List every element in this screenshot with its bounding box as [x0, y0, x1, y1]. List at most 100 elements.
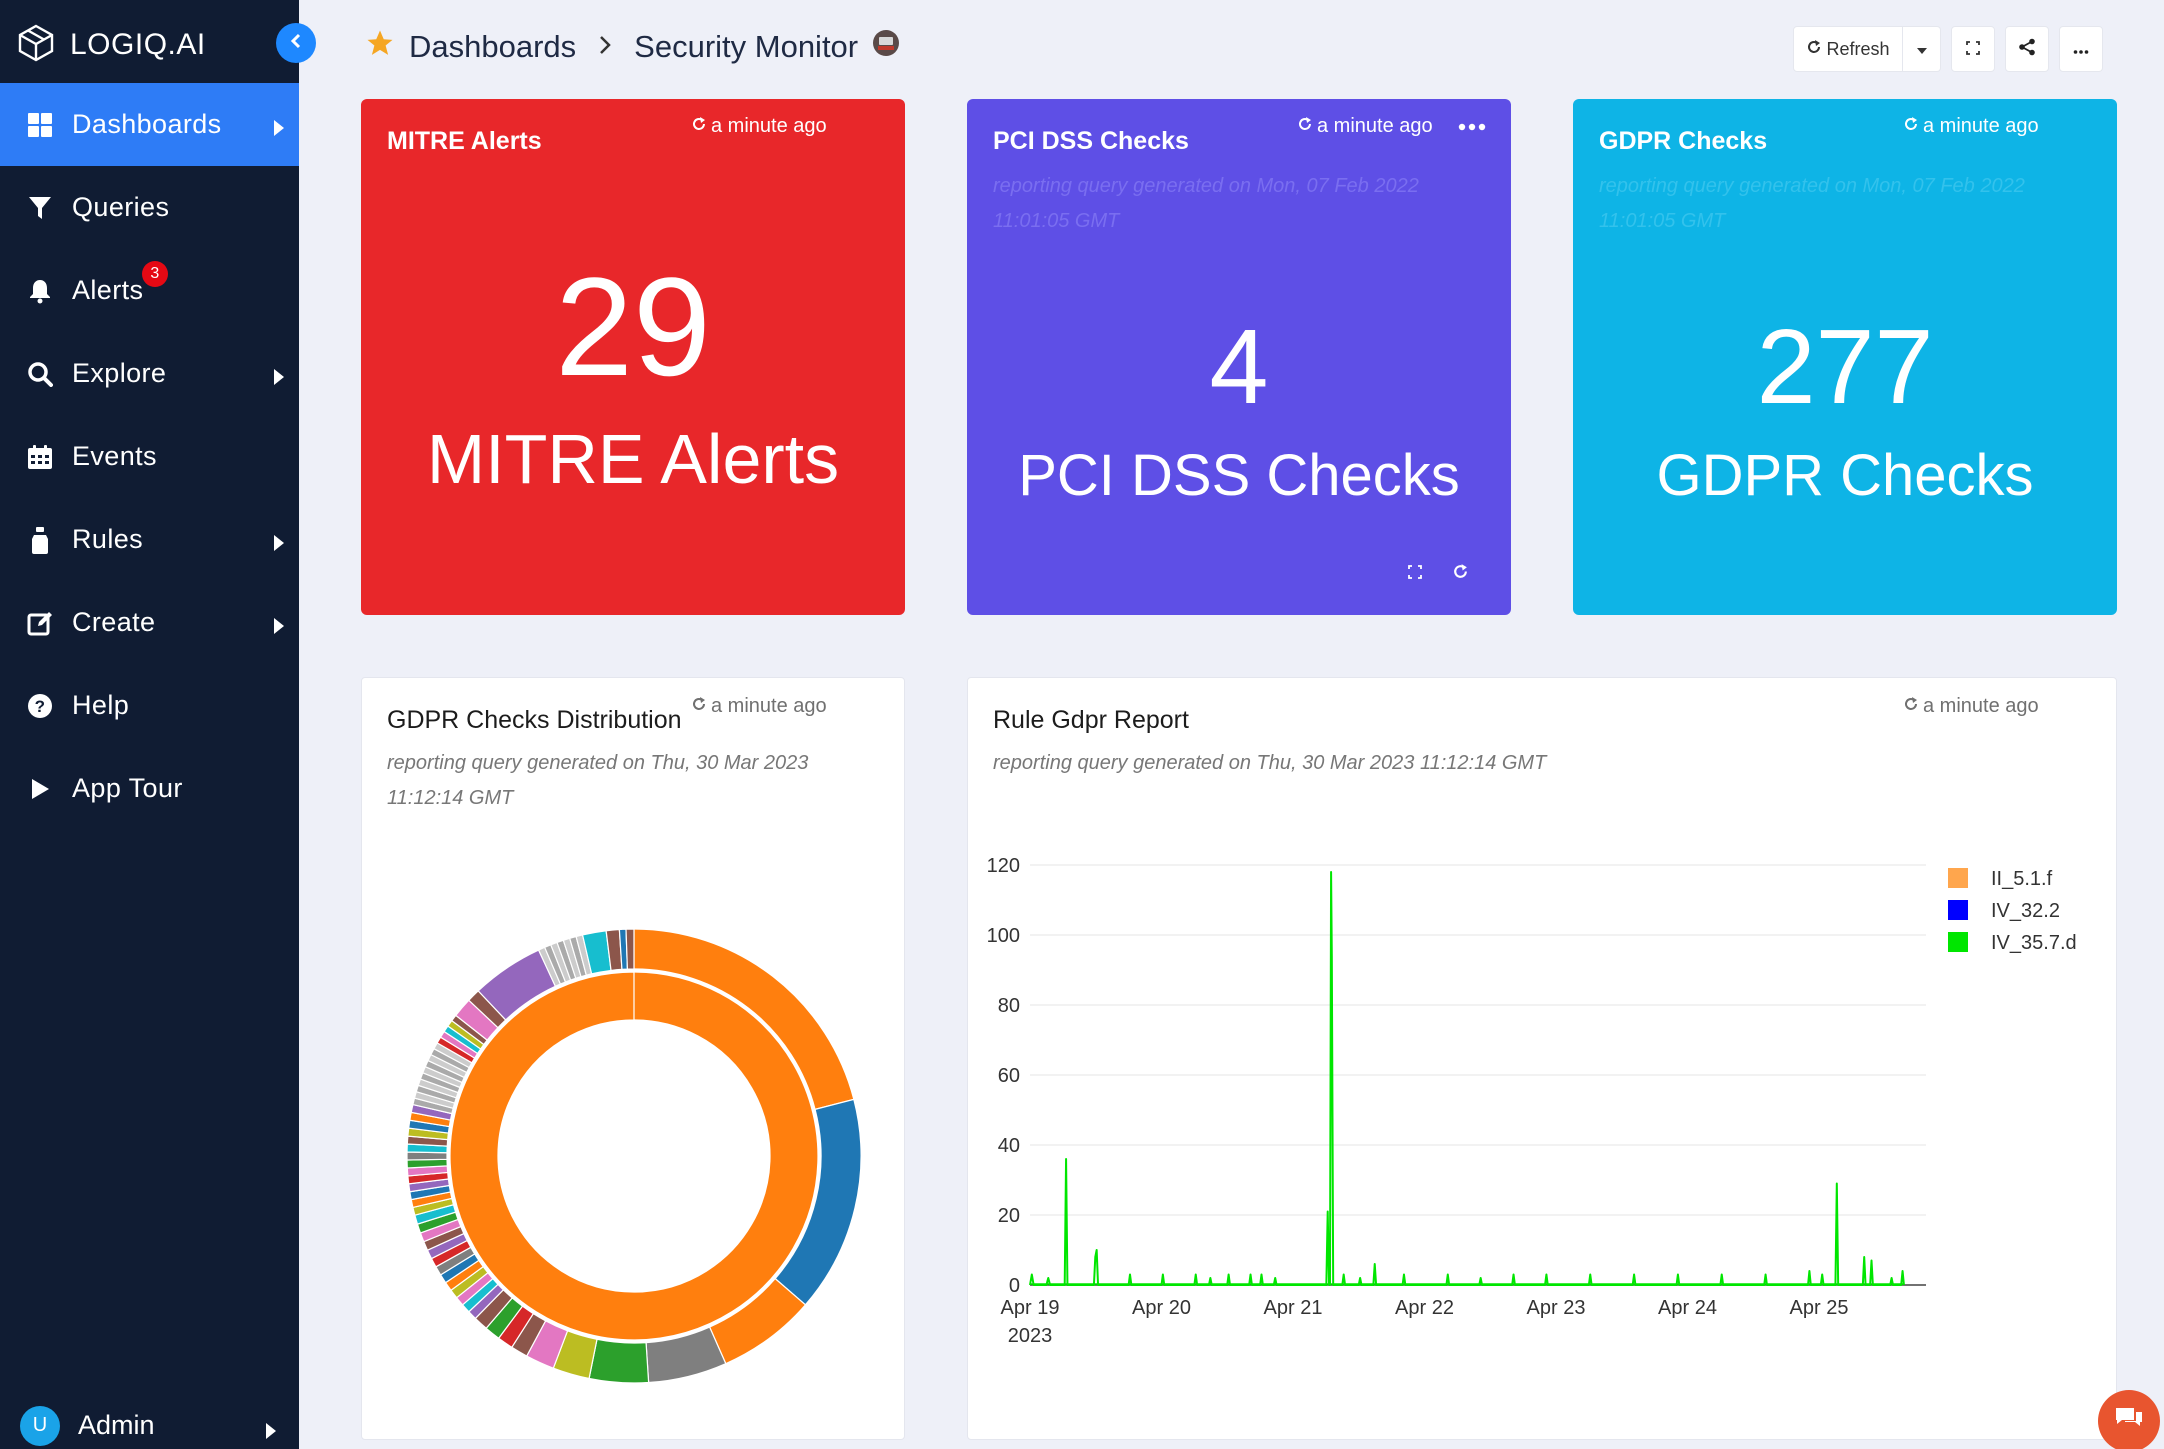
refresh-icon: [1297, 115, 1313, 138]
donut-outer-slice: [625, 928, 635, 970]
refresh-time[interactable]: a minute ago: [691, 115, 827, 138]
sidebar-item-label: App Tour: [72, 773, 183, 803]
tile-fullscreen-button[interactable]: [1408, 565, 1422, 584]
gdpr-distribution-card: GDPR Checks Distribution a minute ago re…: [361, 677, 905, 1440]
ellipsis-icon: [1458, 119, 1486, 136]
legend-swatch: [1948, 900, 1968, 920]
more-options-button[interactable]: [2059, 26, 2103, 72]
x-tick-label: Apr 21: [1264, 1297, 1323, 1319]
refresh-button[interactable]: Refresh: [1793, 26, 1903, 72]
mitre-alerts-tile[interactable]: MITRE Alerts a minute ago 29 MITRE Alert…: [361, 99, 905, 615]
alerts-count-badge: 3: [142, 261, 168, 287]
sidebar: LOGIQ.AI Dashboards Queries Alerts 3: [0, 0, 299, 1449]
legend-swatch: [1948, 868, 1968, 888]
refresh-time-label: a minute ago: [1923, 115, 2039, 137]
sidebar-item-dashboards[interactable]: Dashboards: [0, 83, 299, 166]
donut-outer-slice: [406, 1151, 448, 1161]
refresh-dropdown-button[interactable]: [1903, 26, 1941, 72]
sidebar-item-explore[interactable]: Explore: [0, 332, 299, 415]
tile-refresh-button[interactable]: [1452, 563, 1469, 585]
sidebar-item-events[interactable]: Events: [0, 415, 299, 498]
refresh-group: Refresh: [1793, 26, 1941, 72]
refresh-time[interactable]: a minute ago: [691, 695, 827, 718]
page-title: Security Monitor: [634, 29, 859, 64]
ellipsis-icon: [2073, 39, 2089, 60]
refresh-icon: [691, 695, 707, 718]
legend-swatch: [1948, 932, 1968, 952]
grid-icon: [26, 111, 54, 139]
refresh-icon: [691, 115, 707, 138]
x-tick-label: Apr 25: [1790, 1297, 1849, 1319]
owner-avatar-icon: [872, 29, 900, 65]
donut-outer-slice: [406, 1158, 448, 1169]
legend-label: IV_32.2: [1991, 900, 2060, 922]
brand-logo[interactable]: LOGIQ.AI: [16, 20, 206, 70]
tile-menu-button[interactable]: [1458, 119, 1486, 137]
breadcrumb: Dashboards Security Monitor: [365, 28, 900, 66]
y-tick-label: 40: [998, 1135, 1020, 1157]
sidebar-item-app-tour[interactable]: App Tour: [0, 747, 299, 830]
caret-right-icon: [273, 528, 285, 559]
legend-label: IV_35.7.d: [1991, 932, 2077, 954]
line-chart: 0 20 40 60 80 100 120 Apr 19 2023 Apr 20 Apr 21 Apr…: [987, 855, 2077, 1347]
sidebar-item-alerts[interactable]: Alerts 3: [0, 249, 299, 332]
caret-down-icon: [1916, 39, 1928, 60]
refresh-time-label: a minute ago: [711, 695, 827, 717]
edit-icon: [26, 609, 54, 637]
sidebar-item-label: Rules: [72, 524, 144, 554]
share-icon: [2018, 38, 2036, 61]
sidebar-item-label: Queries: [72, 192, 170, 222]
sidebar-item-label: Dashboards: [72, 109, 222, 139]
refresh-time-label: a minute ago: [1317, 115, 1433, 137]
sidebar-item-label: Create: [72, 607, 156, 637]
breadcrumb-dashboards-link[interactable]: Dashboards: [409, 29, 577, 64]
legend-label: II_5.1.f: [1991, 868, 2053, 890]
filter-icon: [26, 194, 54, 222]
play-icon: [26, 775, 54, 803]
avatar: U: [20, 1405, 60, 1446]
x-tick-label: Apr 19: [1001, 1297, 1060, 1319]
search-icon: [26, 360, 54, 388]
refresh-time[interactable]: a minute ago: [1297, 115, 1433, 138]
sidebar-item-rules[interactable]: Rules: [0, 498, 299, 581]
refresh-time-label: a minute ago: [1923, 695, 2039, 717]
collapse-sidebar-button[interactable]: [276, 23, 316, 63]
star-icon[interactable]: [365, 28, 395, 66]
y-tick-label: 100: [987, 925, 1020, 947]
fullscreen-button[interactable]: [1951, 26, 1995, 72]
y-tick-label: 60: [998, 1065, 1020, 1087]
y-tick-label: 0: [1009, 1275, 1020, 1297]
refresh-icon: [1806, 39, 1822, 60]
card-subtitle-line: 11:12:14 GMT: [387, 787, 514, 809]
tile-value: 4: [1209, 308, 1269, 426]
refresh-time[interactable]: a minute ago: [1903, 115, 2039, 138]
sidebar-item-create[interactable]: Create: [0, 581, 299, 664]
caret-right-icon: [273, 113, 285, 144]
tile-subtitle: reporting query generated on Mon, 07 Feb…: [1599, 175, 2025, 232]
fullscreen-icon: [1408, 565, 1422, 583]
x-tick-label: Apr 24: [1658, 1297, 1717, 1319]
refresh-icon: [1903, 695, 1919, 718]
pci-dss-checks-tile[interactable]: PCI DSS Checks a minute ago reporting qu…: [967, 99, 1511, 615]
chevron-right-icon: [598, 31, 612, 63]
sidebar-item-queries[interactable]: Queries: [0, 166, 299, 249]
tile-title: MITRE Alerts: [387, 127, 542, 155]
tile-title: PCI DSS Checks: [993, 127, 1189, 155]
logiq-logo-icon: [16, 23, 56, 68]
y-tick-label: 20: [998, 1205, 1020, 1227]
sidebar-item-help[interactable]: ? Help: [0, 664, 299, 747]
x-tick-sublabel: 2023: [1008, 1325, 1053, 1347]
chevron-left-icon: [288, 33, 304, 54]
refresh-time[interactable]: a minute ago: [1903, 695, 2039, 718]
tile-title: GDPR Checks: [1599, 127, 1768, 155]
share-button[interactable]: [2005, 26, 2049, 72]
chat-button[interactable]: [2098, 1390, 2160, 1449]
user-menu[interactable]: U Admin: [0, 1402, 299, 1449]
sidebar-item-label: Events: [72, 441, 157, 471]
tile-value: 277: [1756, 308, 1934, 426]
caret-right-icon: [265, 1416, 277, 1447]
tile-label: GDPR Checks: [1656, 443, 2034, 508]
card-subtitle-line: reporting query generated on Thu, 30 Mar…: [387, 752, 809, 774]
gdpr-checks-tile[interactable]: GDPR Checks a minute ago reporting query…: [1573, 99, 2117, 615]
donut-chart: [402, 924, 866, 1388]
